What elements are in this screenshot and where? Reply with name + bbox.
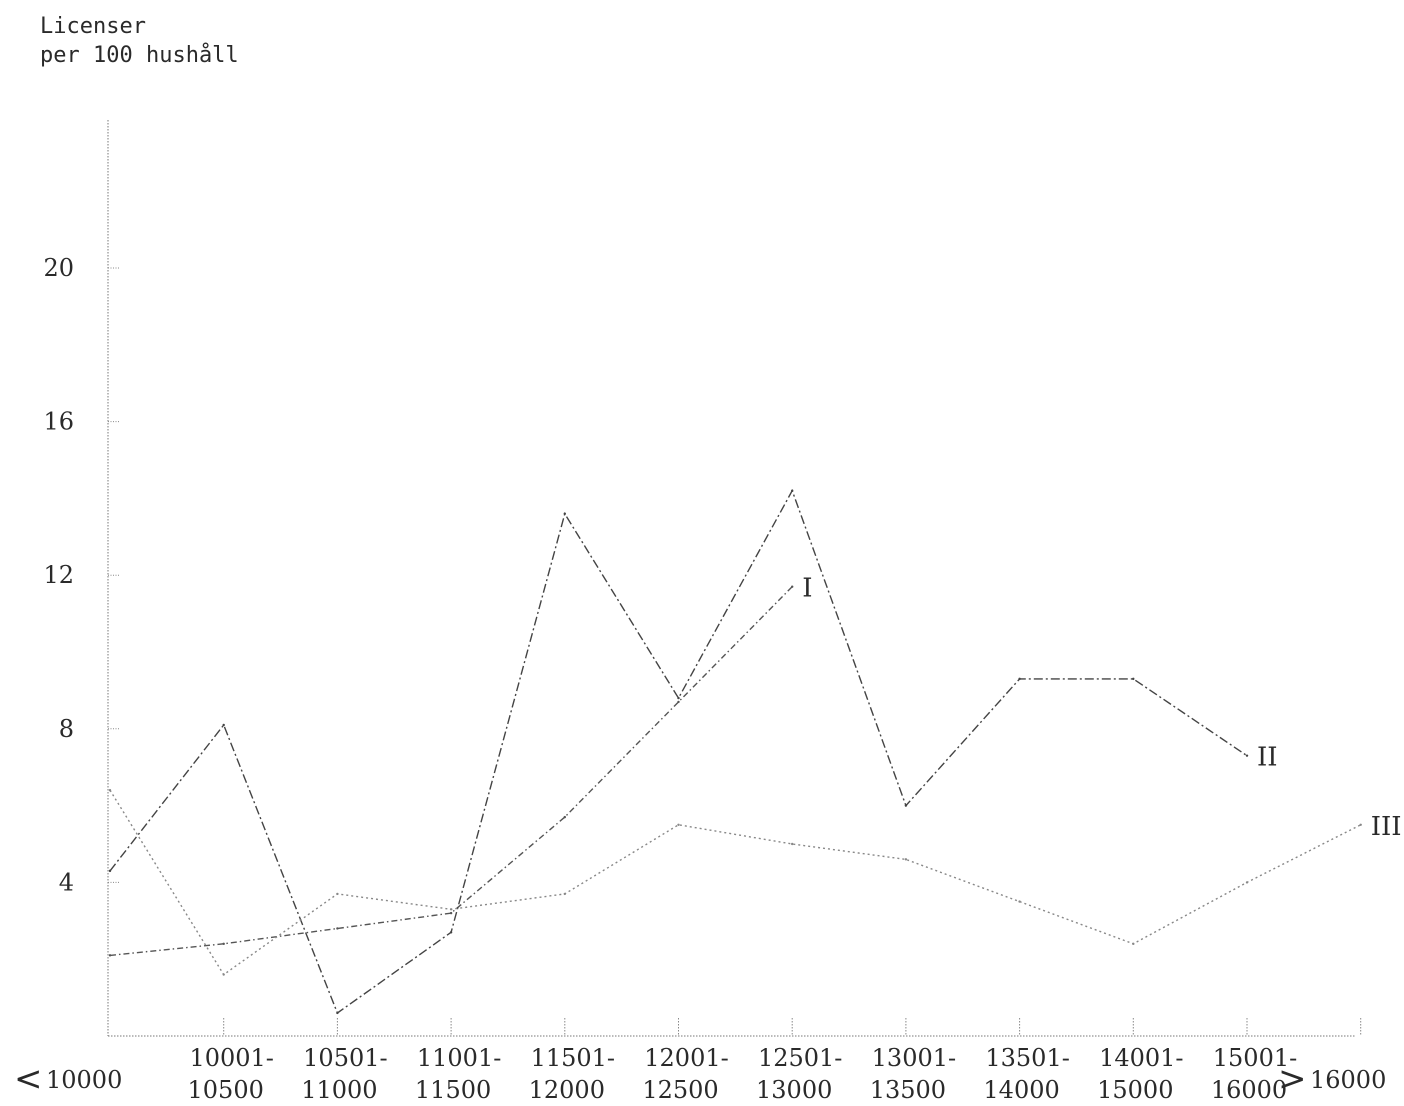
y-ticks: 4 8 12 16 20 [43,254,120,896]
data-point-I [222,942,225,946]
data-point-III [677,823,680,826]
data-point-III [1132,942,1135,946]
y-tick-label: 8 [59,715,74,743]
x-tick-label-line-1: 13501- [985,1044,1069,1072]
series-line-III [109,789,1362,976]
data-point-I [563,815,566,819]
x-tick-label-line-1: 12001- [644,1044,728,1072]
y-tick-label: 12 [43,561,74,589]
data-point-III [1018,900,1021,903]
data-point-III [563,892,566,896]
data-point-III [108,789,112,792]
data-point-II [677,696,680,700]
x-tick-label-line-1: 11001- [417,1044,501,1072]
x-tick-label: 16000 [1310,1066,1386,1094]
x-tick-label-line-1: 12501- [758,1044,842,1072]
data-point-III [222,973,225,976]
x-tick-label-symbol: < [14,1059,43,1099]
series-label-I: I [802,574,812,604]
data-point-III [1359,823,1362,826]
x-tick-label-line-2: 13500 [870,1076,946,1104]
x-tick-label-line-1: 13001- [872,1044,956,1072]
y-tick-label: 20 [43,254,74,282]
x-tick-label-symbol: > [1278,1059,1307,1099]
data-point-II [108,869,112,873]
data-point-II [1018,677,1021,681]
y-axis-label-line-1: Licenser [40,14,146,39]
y-axis-label: Licenser per 100 hushåll [40,12,239,70]
x-tick-label: 10000 [46,1066,122,1094]
x-tick-label-line-1: 11501- [531,1044,615,1072]
x-ticks: <10000 10001- 10500 10501- 11000 11001- 11500 1… [14,1018,1386,1104]
x-tick-label-line-2: 14000 [983,1076,1059,1104]
data-point-I [336,927,339,930]
x-tick-label-line-2: 11000 [301,1076,377,1104]
chart-series [108,489,1362,1015]
series-label-III: III [1371,812,1402,842]
x-tick-label-line-2: 10500 [188,1076,264,1104]
x-tick-label-line-2: 16000 [1211,1076,1287,1104]
x-tick-label-line-2: 12000 [529,1076,605,1104]
data-point-II [449,931,453,934]
series-label-II: II [1257,743,1278,773]
data-point-III [904,858,908,861]
data-point-III [1245,881,1249,884]
data-point-I [449,911,453,915]
data-point-II [563,512,566,515]
x-tick-label-line-1: 15001- [1213,1044,1297,1072]
x-tick-label-line-2: 13000 [756,1076,832,1104]
y-tick-label: 16 [43,408,74,436]
y-tick-label: 4 [59,868,74,896]
x-tick-label-line-1: 14001- [1099,1044,1183,1072]
y-axis-label-line-2: per 100 hushåll [40,43,239,68]
series-line-I [109,586,793,957]
data-point-I [108,954,112,957]
data-point-III [791,842,794,846]
data-point-I [791,585,794,588]
data-point-I [677,700,680,704]
chart-axes [107,120,1356,1037]
x-tick-label-line-2: 15000 [1097,1076,1173,1104]
data-point-II [904,804,908,807]
data-point-II [791,489,794,492]
data-point-III [336,892,339,896]
x-tick-label-line-1: 10501- [303,1044,387,1072]
data-point-II [222,723,225,727]
data-point-II [336,1011,339,1015]
data-point-III [449,908,453,911]
x-tick-label-line-2: 12500 [642,1076,718,1104]
x-tick-label-line-1: 10001- [189,1044,273,1072]
x-tick-label-line-2: 11500 [415,1076,491,1104]
data-point-II [1132,677,1135,681]
data-point-II [1245,754,1249,757]
series-line-II [109,489,1248,1015]
